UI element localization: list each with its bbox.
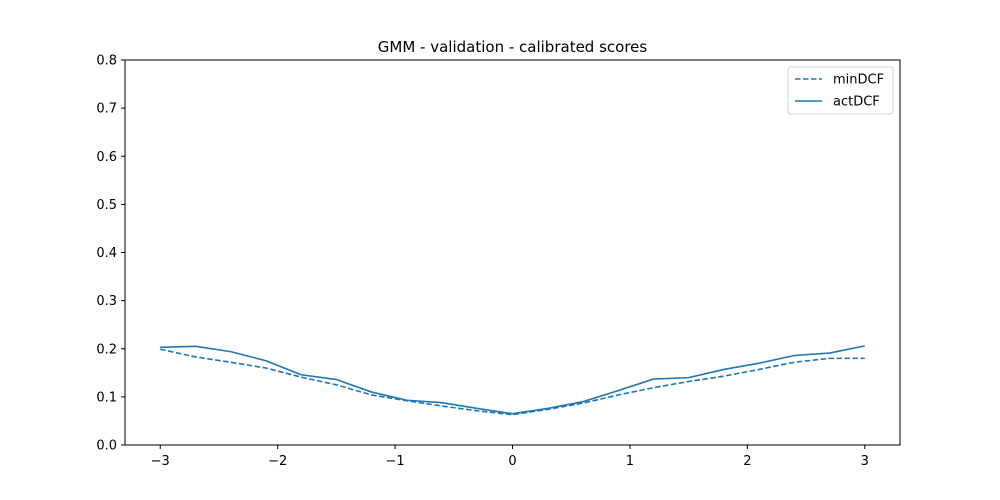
y-tick-label: 0.0 [96, 439, 117, 454]
x-axis: −3 −2 −1 0 1 2 3 [151, 445, 869, 469]
series-layer [160, 345, 865, 416]
x-tick-label: −2 [268, 454, 287, 469]
y-tick-label: 0.4 [96, 246, 117, 261]
series-line-mindcf [160, 348, 865, 416]
y-tick-label: 0.7 [96, 102, 117, 117]
chart-title: GMM - validation - calibrated scores [378, 38, 648, 56]
y-tick-label: 0.3 [96, 294, 117, 309]
x-tick-label: 0 [508, 454, 516, 469]
plot-area-frame [124, 59, 901, 446]
series-line-actdcf [160, 345, 865, 415]
x-tick-label: −3 [151, 454, 170, 469]
legend-label-mindcf: minDCF [833, 73, 884, 88]
x-tick-label: 1 [626, 454, 634, 469]
y-tick-label: 0.1 [96, 390, 117, 405]
y-tick-label: 0.2 [96, 342, 117, 357]
y-tick-label: 0.8 [96, 54, 117, 69]
y-tick-label: 0.5 [96, 198, 117, 213]
y-tick-label: 0.6 [96, 150, 117, 165]
y-axis: 0.0 0.1 0.2 0.3 0.4 0.5 0.6 0.7 0.8 [96, 54, 125, 454]
x-tick-label: 2 [743, 454, 751, 469]
x-tick-label: 3 [861, 454, 869, 469]
x-tick-label: −1 [385, 454, 404, 469]
legend-label-actdcf: actDCF [833, 95, 880, 110]
legend: minDCF actDCF [787, 66, 894, 115]
